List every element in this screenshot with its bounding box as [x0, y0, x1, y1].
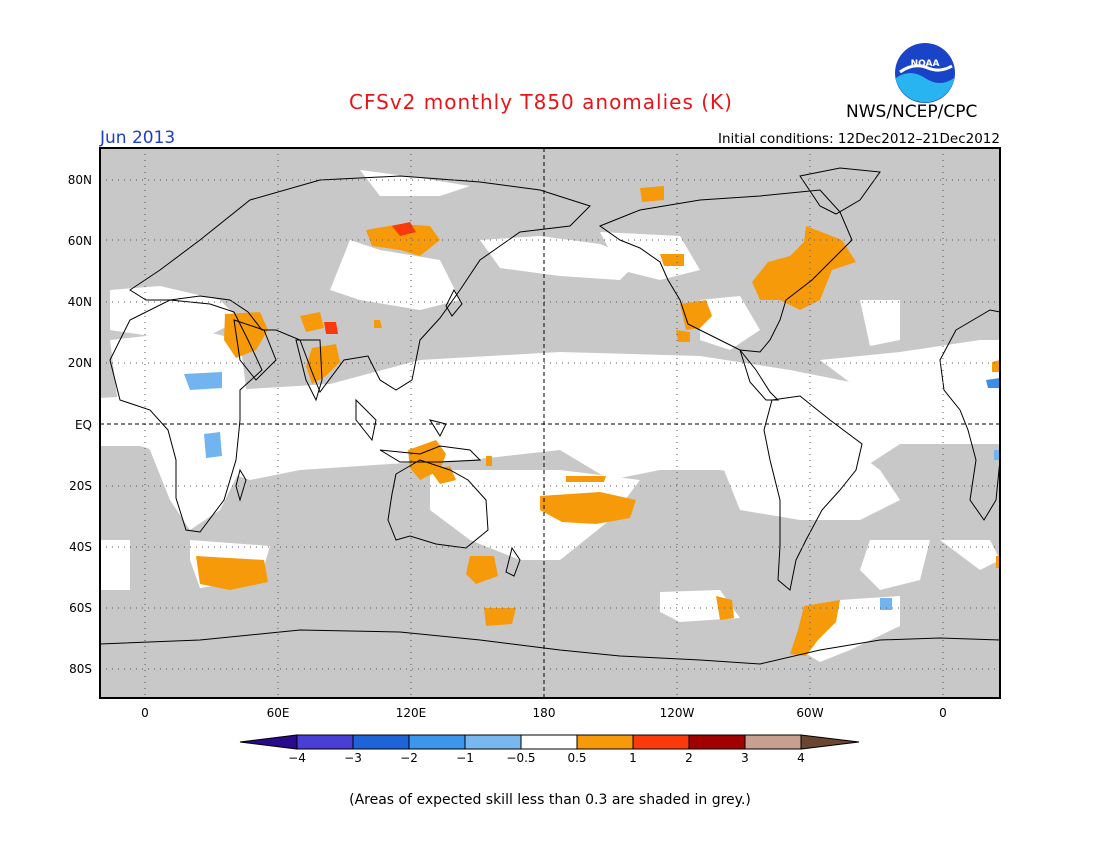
coastlines	[100, 167, 1000, 665]
lon-label: 120W	[660, 706, 695, 720]
colorbar-tick-label: −1	[456, 751, 474, 765]
noaa-logo: NOAA	[895, 43, 955, 103]
logo-text: NOAA	[911, 59, 940, 69]
lat-label: 40N	[68, 295, 92, 309]
lat-label: EQ	[75, 418, 92, 432]
colorbar-segment	[352, 734, 410, 750]
colorbar-tick-label: −2	[400, 751, 418, 765]
initial-conditions-label: Initial conditions: 12Dec2012–21Dec2012	[717, 131, 1000, 147]
colorbar-tick-label: 1	[629, 751, 637, 765]
colorbar-tick-label: −4	[288, 751, 306, 765]
colorbar-segment	[576, 734, 634, 750]
longitude-axis: 0 60E 120E 180 120W 60W 0	[141, 706, 947, 720]
strong-warm-anomaly-regions	[324, 222, 416, 334]
lat-label: 20N	[68, 356, 92, 370]
lat-label: 60N	[68, 234, 92, 248]
equator-dateline	[100, 148, 1000, 698]
skill-footnote: (Areas of expected skill less than 0.3 a…	[349, 792, 751, 808]
colorbar	[239, 734, 860, 750]
forecast-month-label: Jun 2013	[100, 128, 176, 148]
map-frame	[99, 147, 1001, 699]
lat-label: 20S	[69, 479, 92, 493]
map-title: CFSv2 monthly T850 anomalies (K)	[349, 90, 733, 114]
lat-label: 80N	[68, 173, 92, 187]
colorbar-labels: −4 −3 −2 −1 −0.5 0.5 1 2 3 4	[288, 751, 805, 765]
colorbar-tick-label: −0.5	[506, 751, 535, 765]
lon-label: 180	[533, 706, 556, 720]
lon-label: 0	[939, 706, 947, 720]
lat-label: 40S	[69, 540, 92, 554]
colorbar-tick-label: 4	[797, 751, 805, 765]
colorbar-segment	[520, 734, 578, 750]
colorbar-segment	[688, 734, 746, 750]
latitude-axis: 80N 60N 40N 20N EQ 20S 40S 60S 80S	[68, 173, 92, 676]
lon-label: 60W	[796, 706, 823, 720]
colorbar-tick-label: 3	[741, 751, 749, 765]
colorbar-segment-max-arrow	[800, 734, 860, 750]
agency-label: NWS/NCEP/CPC	[846, 102, 978, 122]
colorbar-tick-label: 0.5	[567, 751, 586, 765]
colorbar-segment	[408, 734, 466, 750]
lon-label: 60E	[267, 706, 290, 720]
colorbar-segment	[296, 734, 354, 750]
lon-label: 120E	[396, 706, 427, 720]
lon-label: 0	[141, 706, 149, 720]
lat-label: 80S	[69, 662, 92, 676]
colorbar-tick-label: −3	[344, 751, 362, 765]
map-plot-area	[100, 148, 1000, 698]
colorbar-segment	[464, 734, 522, 750]
cool-anomaly-regions	[184, 372, 1000, 610]
colorbar-segment	[744, 734, 802, 750]
colorbar-segment-min-arrow	[239, 734, 298, 750]
lat-label: 60S	[69, 601, 92, 615]
graticule	[100, 148, 1000, 698]
colorbar-tick-label: 2	[685, 751, 693, 765]
colorbar-segment	[632, 734, 690, 750]
